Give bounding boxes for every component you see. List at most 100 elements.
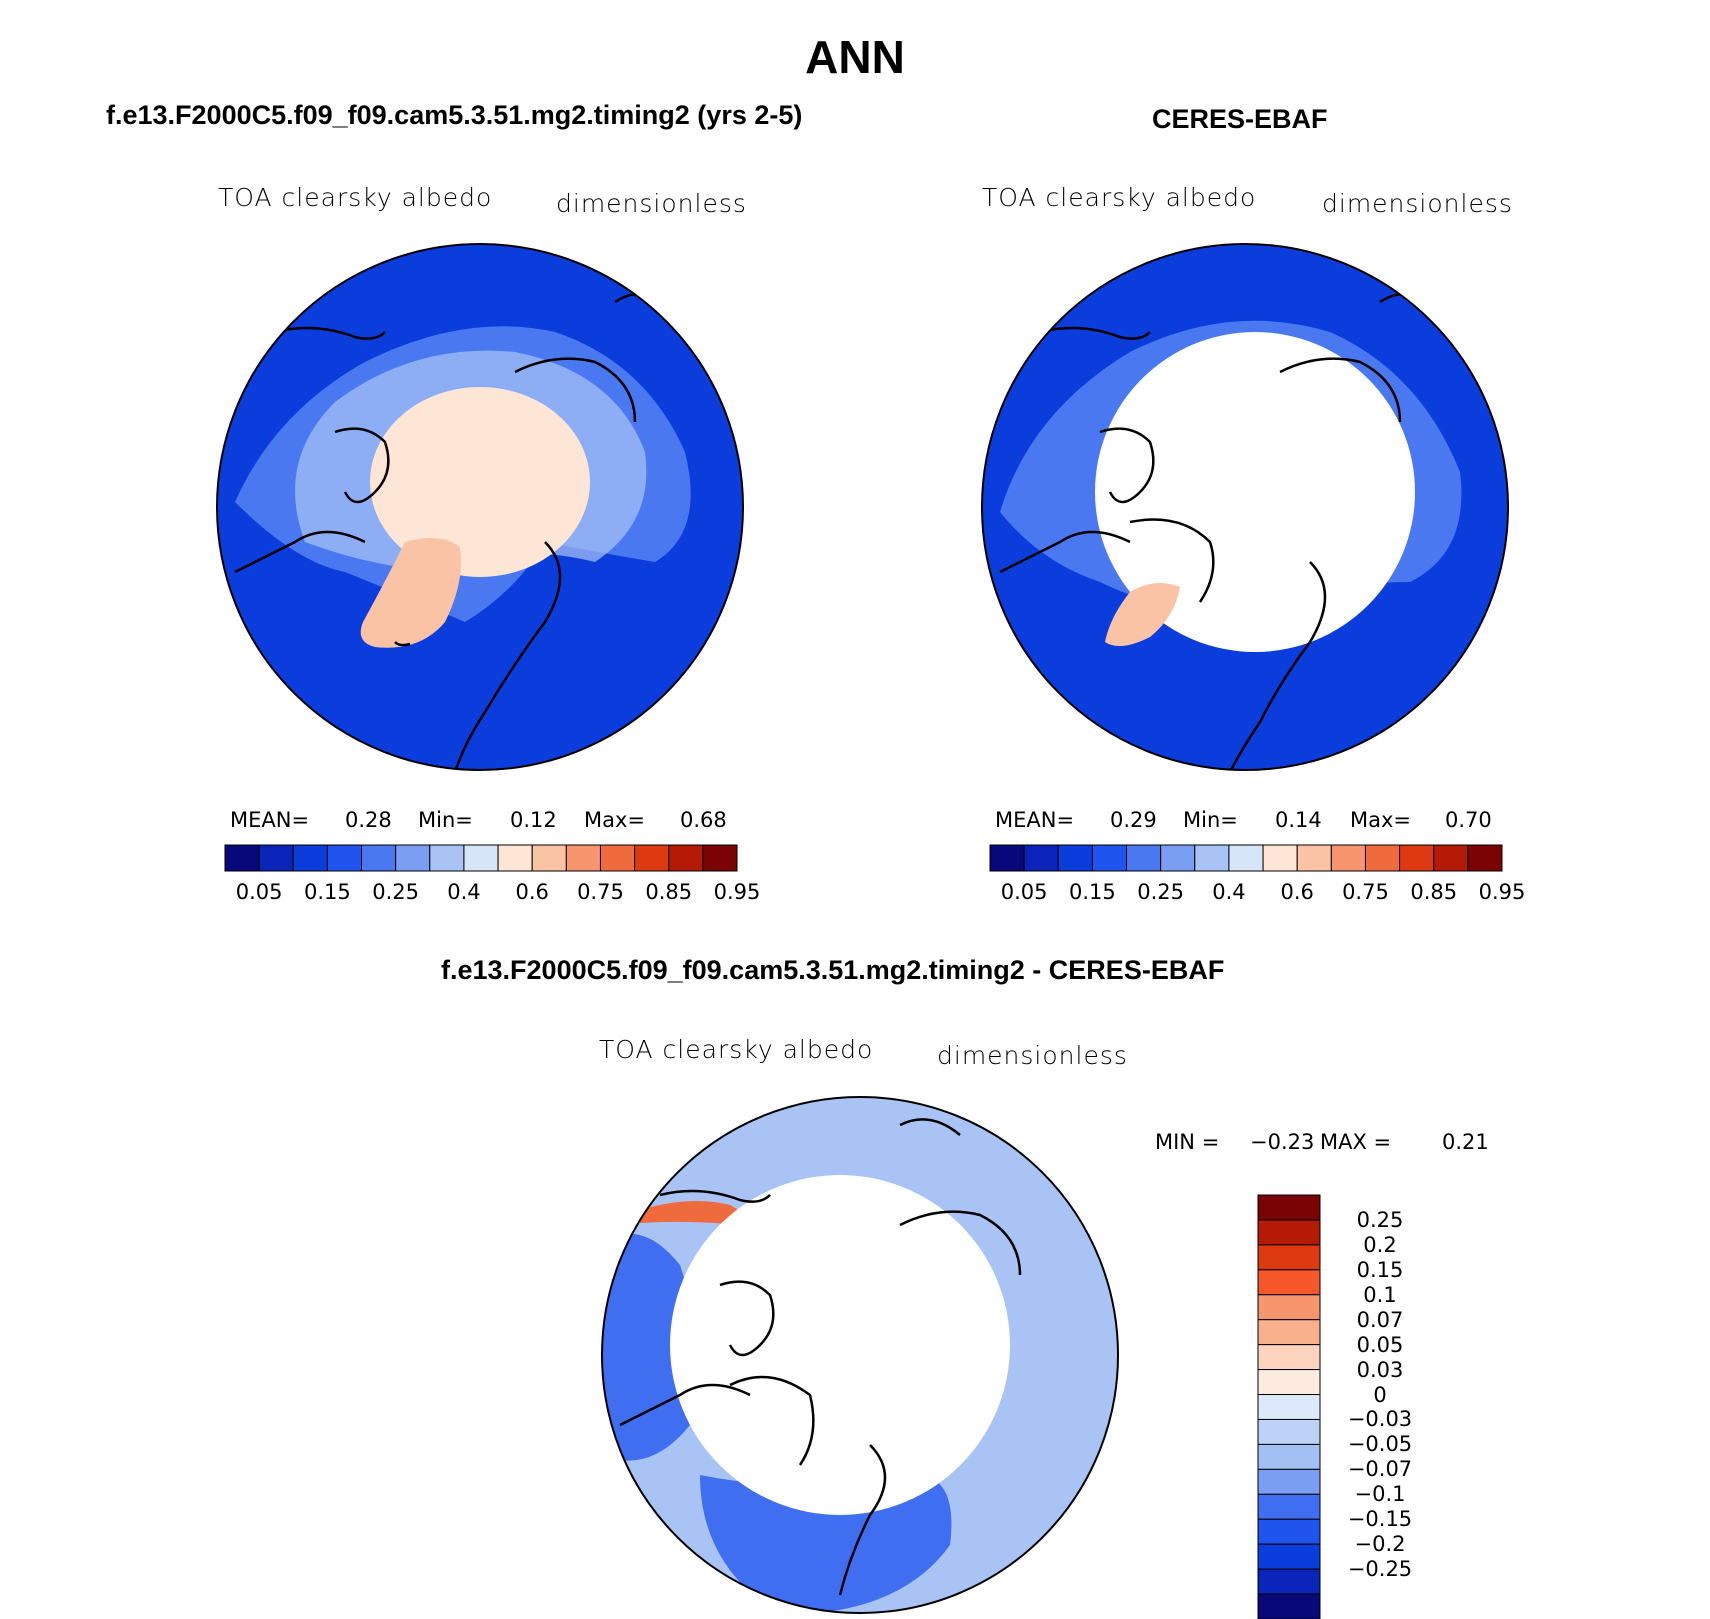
colorbar-tick-label: 0.4 xyxy=(1212,880,1246,904)
panel-1-mean-value: 0.28 xyxy=(345,808,392,832)
colorbar-swatch xyxy=(1023,844,1059,872)
panel-1-max-label: Max= xyxy=(584,808,646,832)
missing-data-cap xyxy=(1095,332,1415,652)
panel-1-title: f.e13.F2000C5.f09_f09.cam5.3.51.mg2.timi… xyxy=(106,100,803,130)
colorbar-swatch xyxy=(292,844,328,872)
colorbar-swatch xyxy=(1467,844,1503,872)
colorbar-tick-label: 0.25 xyxy=(372,880,420,904)
panel-1-min-value: 0.12 xyxy=(510,808,557,832)
colorbar-swatch xyxy=(1194,844,1230,872)
negative-anomaly-region xyxy=(602,1233,698,1461)
colorbar-tick-label: −0.15 xyxy=(1347,1507,1413,1532)
colorbar-tick-label: 0.6 xyxy=(515,880,549,904)
colorbar-swatch xyxy=(1257,1468,1321,1495)
colorbar-tick-label: 0.15 xyxy=(1069,880,1116,904)
map-boundary xyxy=(216,243,744,771)
colorbar-swatch xyxy=(326,844,363,872)
colorbar-tick-label: −0.1 xyxy=(1354,1482,1406,1507)
colorbar-tick-label: 0.05 xyxy=(1000,880,1048,904)
colorbar-tick-label: 0.95 xyxy=(1478,880,1526,904)
colorbar-swatch xyxy=(224,844,260,872)
panel-1-max-value: 0.68 xyxy=(680,808,727,832)
panel-1-mean-label: MEAN= xyxy=(230,808,310,832)
colorbar-swatch xyxy=(1433,844,1469,872)
colorbar-swatch xyxy=(1364,844,1401,872)
coastlines xyxy=(234,292,676,770)
panel-2-max-value: 0.70 xyxy=(1445,808,1492,832)
panel-1-units: dimensionless xyxy=(556,189,747,218)
colorbar-swatch xyxy=(1399,844,1435,872)
colorbar-swatch xyxy=(1257,1518,1321,1545)
colorbar-tick-label: −0.2 xyxy=(1354,1532,1406,1557)
panel-3-colorbar xyxy=(1257,1194,1321,1619)
colorbar-swatch xyxy=(1257,1568,1321,1595)
colorbar-tick-label: 0.03 xyxy=(1356,1357,1404,1382)
colorbar-tick-label: 0.25 xyxy=(1137,880,1185,904)
colorbar-swatch xyxy=(1126,844,1162,872)
colorbar-tick-label: 0.85 xyxy=(645,880,693,904)
colorbar-tick-label: 0.2 xyxy=(1363,1232,1397,1257)
colorbar-swatch xyxy=(1257,1418,1321,1445)
colorbar-tick-label: 0.75 xyxy=(577,880,624,904)
colorbar-swatch xyxy=(497,844,533,872)
positive-anomaly-region xyxy=(640,1201,744,1225)
colorbar-swatch xyxy=(1257,1493,1321,1520)
panel-3-colorbar-ticks: 0.25 0.2 0.15 0.1 0.07 0.05 0.03 0 −0.03 −0.05 −0.… xyxy=(1330,1195,1450,1619)
greenland xyxy=(1105,583,1180,646)
panel-3-map xyxy=(601,1096,1119,1614)
panel-3-max-value: 0.21 xyxy=(1442,1130,1489,1154)
colorbar-tick-label: 0.05 xyxy=(235,880,283,904)
colorbar-tick-label: −0.05 xyxy=(1347,1432,1413,1457)
colorbar-swatch xyxy=(1257,1194,1321,1221)
colorbar-swatch xyxy=(429,844,465,872)
panel-2-colorbar-ticks: 0.05 0.15 0.25 0.4 0.6 0.75 0.85 0.95 xyxy=(990,880,1526,908)
sea-ice-cap xyxy=(370,387,590,577)
panel-3-title: f.e13.F2000C5.f09_f09.cam5.3.51.mg2.timi… xyxy=(441,955,1225,985)
colorbar-swatch xyxy=(1257,1369,1321,1396)
colorbar-swatch xyxy=(668,844,704,872)
colorbar-tick-label: 0.4 xyxy=(447,880,481,904)
colorbar-tick-label: 0.15 xyxy=(304,880,351,904)
colorbar-swatch xyxy=(1228,844,1264,872)
colorbar-swatch xyxy=(1262,844,1298,872)
panel-2-min-label: Min= xyxy=(1183,808,1238,832)
greenland xyxy=(360,538,461,648)
panel-2-variable: TOA clearsky albedo xyxy=(982,183,1257,212)
panel-2-max-label: Max= xyxy=(1350,808,1412,832)
colorbar-swatch xyxy=(361,844,397,872)
colorbar-tick-label: 0 xyxy=(1373,1382,1387,1407)
colorbar-tick-label: 0.1 xyxy=(1363,1282,1397,1307)
negative-anomaly-region xyxy=(700,1473,952,1613)
colorbar-tick-label: −0.25 xyxy=(1347,1557,1413,1582)
colorbar-swatch xyxy=(702,844,738,872)
panel-2-units: dimensionless xyxy=(1322,189,1513,218)
colorbar-swatch xyxy=(1296,844,1332,872)
panel-3-min-label: MIN = xyxy=(1155,1130,1220,1154)
colorbar-swatch xyxy=(1257,1543,1321,1570)
colorbar-swatch xyxy=(1257,1294,1321,1321)
missing-data-cap xyxy=(670,1175,1010,1515)
colorbar-swatch xyxy=(463,844,499,872)
colorbar-swatch xyxy=(1160,844,1196,872)
colorbar-swatch xyxy=(1257,1269,1321,1296)
panel-3-units: dimensionless xyxy=(937,1041,1128,1070)
colorbar-swatch xyxy=(1257,1244,1321,1271)
colorbar-swatch xyxy=(258,844,294,872)
colorbar-swatch xyxy=(1257,1443,1321,1470)
panel-1-map xyxy=(216,243,744,771)
colorbar-tick-label: 0.25 xyxy=(1356,1207,1404,1232)
panel-1-colorbar xyxy=(224,844,738,872)
colorbar-swatch xyxy=(599,844,636,872)
colorbar-swatch xyxy=(395,844,431,872)
colorbar-swatch xyxy=(565,844,601,872)
colorbar-swatch xyxy=(1257,1593,1321,1619)
panel-2-colorbar xyxy=(989,844,1503,872)
panel-3-variable: TOA clearsky albedo xyxy=(599,1035,874,1064)
colorbar-tick-label: −0.03 xyxy=(1347,1407,1413,1432)
coastlines xyxy=(999,292,1441,770)
colorbar-swatch xyxy=(1091,844,1128,872)
colorbar-swatch xyxy=(634,844,670,872)
colorbar-swatch xyxy=(1257,1394,1321,1420)
panel-2-min-value: 0.14 xyxy=(1275,808,1322,832)
colorbar-tick-label: 0.07 xyxy=(1356,1307,1404,1332)
